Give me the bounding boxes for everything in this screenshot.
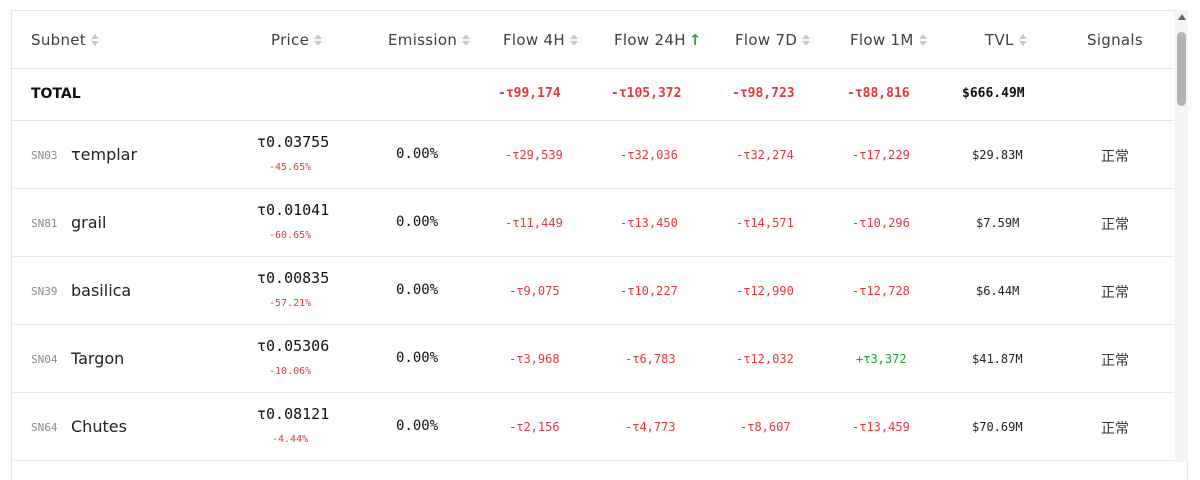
vertical-scrollbar[interactable]	[1175, 10, 1188, 462]
flow-1m-value: -τ13,459	[852, 420, 910, 434]
sort-icon	[569, 33, 578, 47]
header-flow-24h-label: Flow 24H	[614, 31, 686, 49]
header-flow-4h-label: Flow 4H	[503, 31, 565, 49]
price-value: τ0.03755	[257, 133, 330, 151]
table-row[interactable]: SN64 Chutes τ0.08121 -4.44% 0.00% -τ2,15…	[12, 393, 1174, 461]
flow-7d-value: -τ14,571	[736, 216, 794, 230]
header-emission-label: Emission	[388, 31, 458, 49]
table-row[interactable]: SN03 τemplar τ0.03755 -45.65% 0.00% -τ29…	[12, 121, 1174, 189]
tvl-value: $29.83M	[972, 148, 1023, 162]
total-tvl: $666.49M	[962, 86, 1025, 101]
price-value: τ0.08121	[257, 405, 330, 423]
signal-status: 正常	[1101, 149, 1129, 165]
flow-4h-value: -τ29,539	[505, 148, 563, 162]
price-change: -10.06%	[269, 366, 312, 377]
arrow-up-icon: ↑	[688, 31, 702, 49]
flow-7d-value: -τ32,274	[736, 148, 794, 162]
sort-icon	[90, 33, 99, 47]
header-flow-7d-label: Flow 7D	[735, 31, 798, 49]
flow-7d-value: -τ12,990	[736, 284, 794, 298]
header-subnet[interactable]: Subnet	[31, 31, 99, 49]
total-flow-24h: -τ105,372	[611, 86, 682, 101]
flow-1m-value: -τ17,229	[852, 148, 910, 162]
price-value: τ0.00835	[257, 269, 330, 287]
sort-icon	[918, 33, 927, 47]
flow-4h-value: -τ2,156	[509, 420, 560, 434]
flow-24h-value: -τ4,773	[625, 420, 676, 434]
emission-value: 0.00%	[396, 146, 439, 162]
tvl-value: $7.59M	[976, 216, 1020, 230]
emission-value: 0.00%	[396, 350, 439, 366]
scrollbar-thumb[interactable]	[1177, 32, 1186, 106]
header-flow-4h[interactable]: Flow 4H	[503, 31, 578, 49]
table-row[interactable]: SN81 grail τ0.01041 -60.65% 0.00% -τ11,4…	[12, 189, 1174, 257]
subnet-name[interactable]: grail	[71, 213, 107, 232]
flow-1m-value: +τ3,372	[856, 352, 907, 366]
price-value: τ0.05306	[257, 337, 330, 355]
table-row[interactable]: SN04 Targon τ0.05306 -10.06% 0.00% -τ3,9…	[12, 325, 1174, 393]
header-tvl[interactable]: TVL	[985, 31, 1027, 49]
header-flow-7d[interactable]: Flow 7D	[735, 31, 811, 49]
subnet-id: SN39	[31, 285, 58, 298]
emission-value: 0.00%	[396, 282, 439, 298]
subnet-name[interactable]: Targon	[71, 349, 125, 368]
price-change: -45.65%	[269, 162, 312, 173]
header-subnet-label: Subnet	[31, 31, 86, 49]
subnet-id: SN03	[31, 149, 58, 162]
tvl-value: $41.87M	[972, 352, 1023, 366]
flow-1m-value: -τ10,296	[852, 216, 910, 230]
subnet-name[interactable]: basilica	[71, 281, 132, 300]
flow-4h-value: -τ3,968	[509, 352, 560, 366]
total-flow-1m: -τ88,816	[847, 86, 910, 101]
table-row[interactable]: SN39 basilica τ0.00835 -57.21% 0.00% -τ9…	[12, 257, 1174, 325]
sort-icon	[1018, 33, 1027, 47]
flow-24h-value: -τ32,036	[620, 148, 678, 162]
tvl-value: $6.44M	[976, 284, 1020, 298]
sort-icon	[802, 33, 811, 47]
header-flow-1m-label: Flow 1M	[850, 31, 914, 49]
header-price[interactable]: Price	[271, 31, 323, 49]
header-signals-label: Signals	[1087, 31, 1143, 49]
flow-24h-value: -τ6,783	[625, 352, 676, 366]
header-flow-1m[interactable]: Flow 1M	[850, 31, 927, 49]
signal-status: 正常	[1101, 285, 1129, 301]
price-change: -4.44%	[272, 434, 309, 445]
subnet-id: SN81	[31, 217, 58, 230]
flow-4h-value: -τ9,075	[509, 284, 560, 298]
price-change: -57.21%	[269, 298, 312, 309]
flow-24h-value: -τ13,450	[620, 216, 678, 230]
total-flow-7d: -τ98,723	[732, 86, 795, 101]
total-flow-4h: -τ99,174	[498, 86, 561, 101]
subnet-id: SN04	[31, 353, 58, 366]
emission-value: 0.00%	[396, 418, 439, 434]
header-emission[interactable]: Emission	[388, 31, 471, 49]
header-price-label: Price	[271, 31, 310, 49]
subnet-id: SN64	[31, 421, 58, 434]
subnet-table: Subnet Price Emission Flow 4H Flow 24H ↑ …	[11, 10, 1188, 480]
scroll-up-icon[interactable]	[1178, 14, 1186, 20]
header-flow-24h[interactable]: Flow 24H ↑	[614, 31, 702, 49]
flow-1m-value: -τ12,728	[852, 284, 910, 298]
sort-icon	[314, 33, 323, 47]
signal-status: 正常	[1101, 353, 1129, 369]
flow-24h-value: -τ10,227	[620, 284, 678, 298]
flow-7d-value: -τ12,032	[736, 352, 794, 366]
total-row: TOTAL -τ99,174 -τ105,372 -τ98,723 -τ88,8…	[12, 68, 1174, 121]
sort-icon	[462, 33, 471, 47]
flow-4h-value: -τ11,449	[505, 216, 563, 230]
total-label: TOTAL	[31, 86, 81, 102]
subnet-name[interactable]: τemplar	[71, 145, 138, 164]
signal-status: 正常	[1101, 421, 1129, 437]
flow-7d-value: -τ8,607	[740, 420, 791, 434]
tvl-value: $70.69M	[972, 420, 1023, 434]
price-change: -60.65%	[269, 230, 312, 241]
subnet-name[interactable]: Chutes	[71, 417, 127, 436]
table-header: Subnet Price Emission Flow 4H Flow 24H ↑ …	[12, 11, 1174, 69]
header-signals: Signals	[1087, 31, 1143, 49]
emission-value: 0.00%	[396, 214, 439, 230]
signal-status: 正常	[1101, 217, 1129, 233]
header-tvl-label: TVL	[985, 31, 1014, 49]
price-value: τ0.01041	[257, 201, 330, 219]
